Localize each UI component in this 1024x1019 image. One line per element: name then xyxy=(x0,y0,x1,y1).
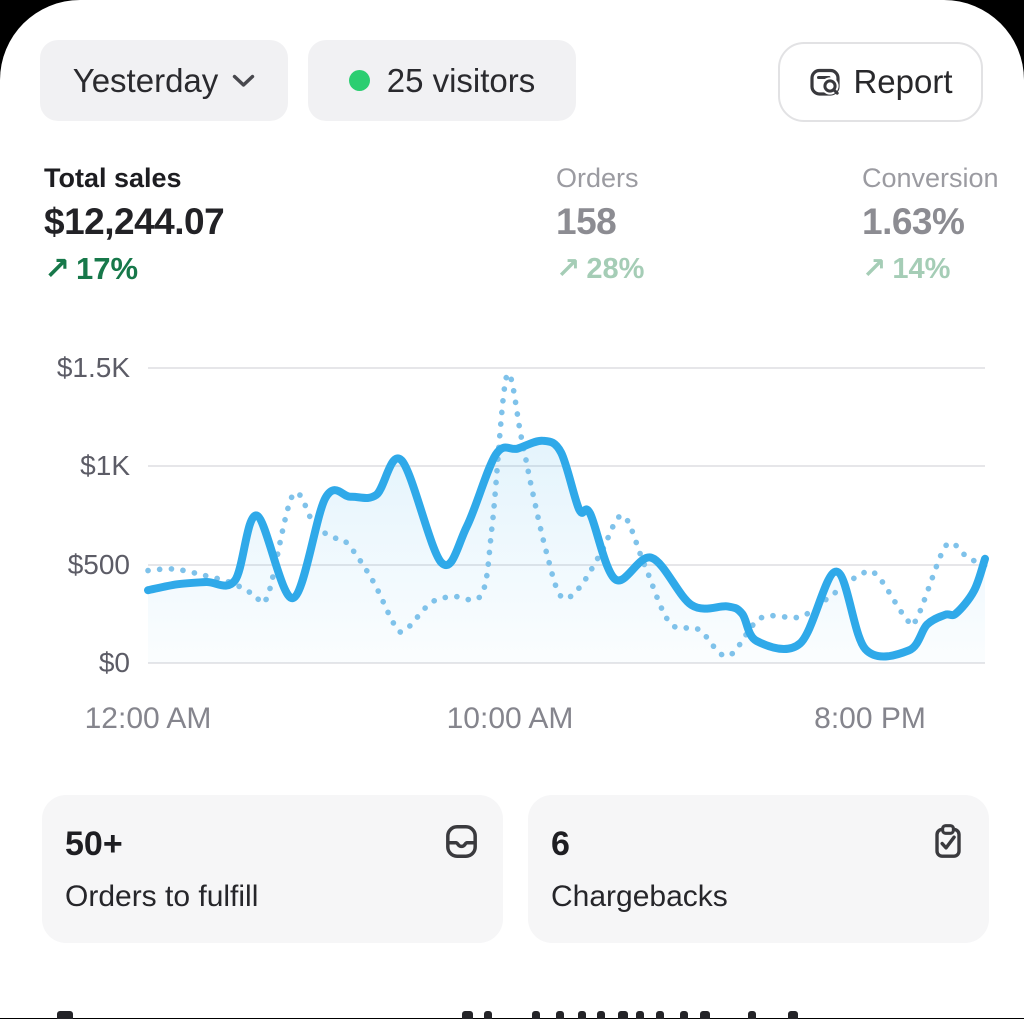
x-axis-tick: 12:00 AM xyxy=(84,702,212,735)
previous-series-line xyxy=(145,370,988,659)
metric-delta-value: 17% xyxy=(75,251,139,286)
current-series-area xyxy=(148,440,985,663)
card-label: Orders to fulfill xyxy=(65,880,259,913)
chevron-down-icon xyxy=(232,74,255,88)
y-axis-tick: $1K xyxy=(80,450,130,481)
report-search-icon xyxy=(808,66,843,99)
date-range-button[interactable]: Yesterday xyxy=(40,40,288,121)
metric-conversion[interactable]: Conversion 1.63% ↗ 14% xyxy=(862,161,999,287)
metric-delta: ↗ 14% xyxy=(862,251,999,287)
metric-value: 1.63% xyxy=(862,201,965,242)
x-axis-tick: 10:00 AM xyxy=(446,702,574,735)
metric-delta-value: 14% xyxy=(892,253,951,285)
trend-up-icon: ↗ xyxy=(44,251,70,286)
metric-delta: ↗ 28% xyxy=(556,251,644,287)
current-series-line xyxy=(144,436,989,661)
live-visitors-label: 25 visitors xyxy=(386,61,536,99)
trend-up-icon: ↗ xyxy=(862,253,887,285)
y-axis-tick: $0 xyxy=(98,647,130,678)
gridline xyxy=(148,367,985,369)
metric-label: Orders xyxy=(556,163,639,193)
report-button[interactable]: Report xyxy=(778,42,983,122)
metric-value: $12,244.07 xyxy=(44,201,225,242)
card-value: 6 xyxy=(551,825,570,863)
y-axis-tick: $500 xyxy=(67,549,130,580)
metric-delta-value: 28% xyxy=(586,253,645,285)
x-axis-tick: 8:00 PM xyxy=(814,702,926,735)
metric-delta: ↗ 17% xyxy=(44,251,224,287)
sales-chart-svg[interactable] xyxy=(144,368,989,663)
orders-to-fulfill-card[interactable]: 50+ Orders to fulfill xyxy=(42,795,503,943)
date-range-label: Yesterday xyxy=(72,61,219,99)
metric-label: Conversion xyxy=(862,163,999,193)
metric-value: 158 xyxy=(556,201,617,242)
inbox-icon xyxy=(443,823,480,865)
report-label: Report xyxy=(853,63,953,100)
metric-total-sales[interactable]: Total sales $12,244.07 ↗ 17% xyxy=(44,161,225,287)
y-axis-tick: $1.5K xyxy=(56,352,130,383)
card-label: Chargebacks xyxy=(551,880,728,913)
card-value: 50+ xyxy=(65,825,123,863)
live-visitors-badge[interactable]: 25 visitors xyxy=(308,40,576,121)
chargebacks-card[interactable]: 6 Chargebacks xyxy=(528,795,989,943)
clipboard-check-icon xyxy=(929,823,966,865)
metric-label: Total sales xyxy=(44,163,182,193)
metric-orders[interactable]: Orders 158 ↗ 28% xyxy=(556,161,644,287)
trend-up-icon: ↗ xyxy=(556,253,581,285)
live-dot-icon xyxy=(348,70,370,91)
